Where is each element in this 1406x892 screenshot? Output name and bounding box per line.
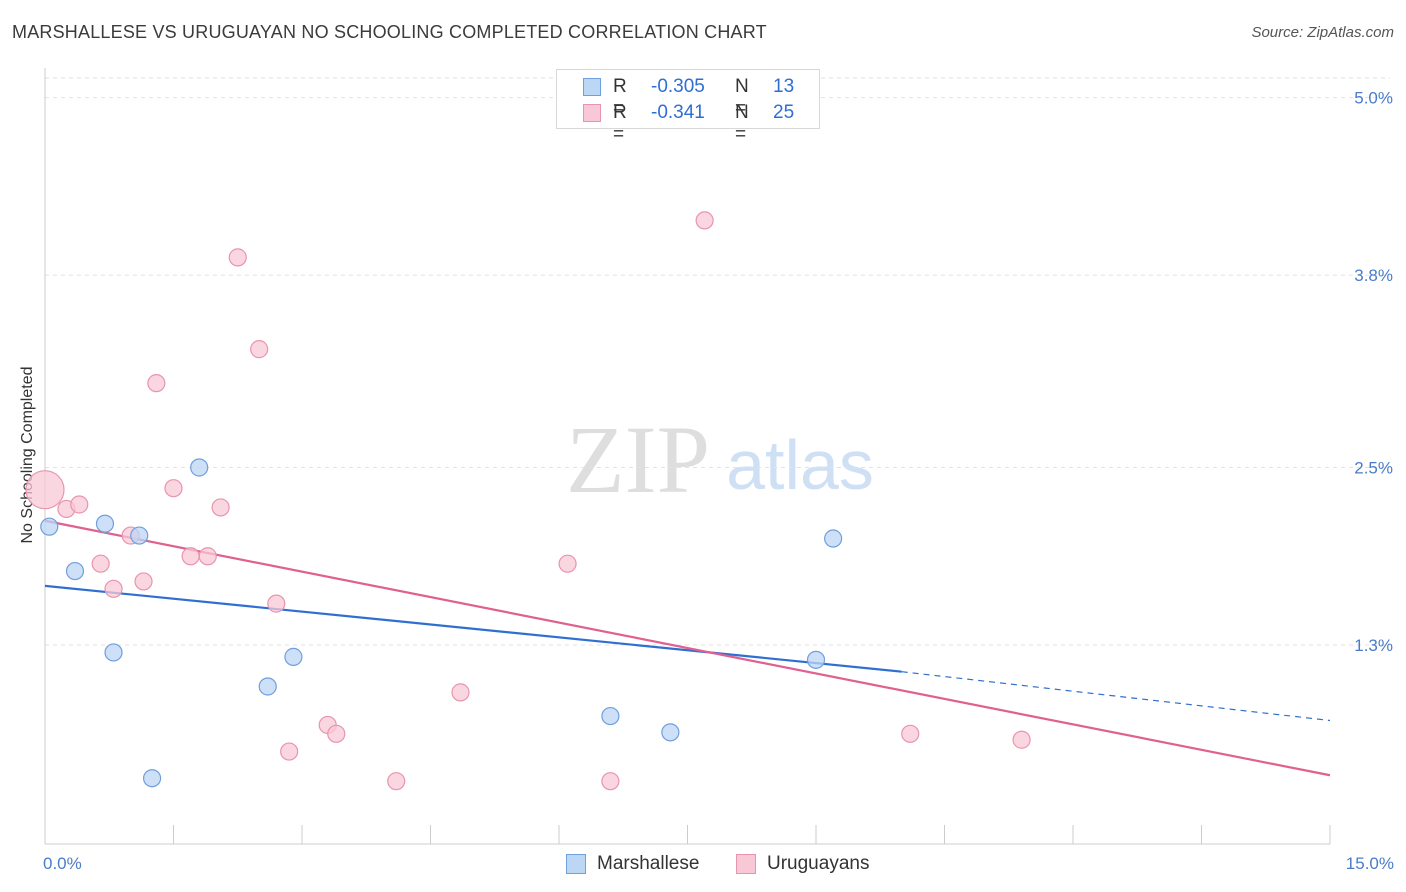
legend-n-label: N = — [735, 102, 749, 145]
source-label: Source: ZipAtlas.com — [1251, 24, 1394, 41]
axes — [44, 68, 1331, 845]
data-point-uruguayans — [280, 742, 299, 761]
data-point-uruguayans — [1012, 730, 1031, 749]
data-points — [25, 211, 1031, 791]
data-point-uruguayans — [198, 547, 217, 566]
data-point-marshallese — [40, 517, 59, 536]
data-point-uruguayans — [147, 374, 166, 393]
correlation-legend: R = -0.305 N = 13 R = -0.341 N = 25 — [556, 69, 820, 145]
data-point-uruguayans — [164, 479, 183, 498]
trend-lines — [44, 519, 1331, 777]
legend-r-value: -0.341 — [651, 102, 705, 123]
data-point-uruguayans — [104, 579, 123, 598]
y-tick-label: 5.0% — [1354, 89, 1393, 108]
legend-swatch-pink — [736, 854, 756, 874]
data-point-uruguayans — [451, 683, 470, 702]
legend-n-value: 13 — [773, 76, 795, 97]
data-point-marshallese — [661, 723, 680, 742]
y-tick-label: 3.8% — [1354, 266, 1393, 285]
data-point-marshallese — [258, 677, 277, 696]
x-tick-label: 0.0% — [43, 854, 82, 873]
data-point-marshallese — [284, 647, 303, 666]
data-point-uruguayans — [558, 554, 577, 573]
data-point-uruguayans — [901, 724, 920, 743]
legend-n-value: 25 — [773, 102, 795, 123]
data-point-marshallese — [95, 514, 115, 533]
data-point-uruguayans — [25, 470, 65, 510]
data-point-uruguayans — [267, 594, 286, 613]
data-point-marshallese — [130, 526, 149, 545]
trend-line-marshallese — [44, 584, 902, 673]
data-point-uruguayans — [387, 772, 406, 791]
legend-r-value: -0.305 — [651, 76, 705, 97]
watermark-atlas: atlas — [726, 426, 874, 504]
data-point-uruguayans — [211, 498, 230, 517]
legend-label: Marshallese — [597, 853, 700, 874]
data-point-uruguayans — [250, 340, 269, 359]
legend-n-label: N = — [735, 76, 749, 119]
data-point-uruguayans — [70, 495, 89, 514]
y-tick-label: 2.5% — [1354, 458, 1393, 477]
data-point-marshallese — [65, 561, 85, 581]
data-point-uruguayans — [601, 772, 620, 791]
legend-swatch-pink — [583, 104, 601, 122]
data-point-marshallese — [806, 650, 826, 669]
data-point-marshallese — [142, 769, 162, 788]
x-tick-label: 15.0% — [1346, 854, 1394, 873]
legend-swatch-blue — [566, 854, 586, 874]
legend-r-label: R = — [613, 76, 627, 119]
chart-title: MARSHALLESE VS URUGUAYAN NO SCHOOLING CO… — [12, 22, 767, 42]
data-point-uruguayans — [181, 547, 200, 566]
data-point-uruguayans — [228, 248, 247, 267]
series-legend: Marshallese Uruguayans — [0, 852, 1406, 876]
tick-labels: 1.3% 2.5% 3.8% 5.0% 0.0% 15.0% — [43, 89, 1394, 873]
trend-line-uruguayans — [44, 519, 1331, 777]
data-point-uruguayans — [327, 724, 346, 743]
legend-label: Uruguayans — [767, 853, 870, 874]
data-point-marshallese — [601, 706, 620, 726]
legend-r-label: R = — [613, 102, 627, 145]
data-point-marshallese — [104, 643, 123, 662]
data-point-uruguayans — [91, 554, 110, 573]
data-point-marshallese — [824, 529, 843, 548]
trend-line-extension — [901, 671, 1331, 722]
data-point-uruguayans — [695, 211, 714, 230]
watermark-zip: ZIP — [566, 406, 710, 513]
data-point-marshallese — [190, 458, 209, 477]
y-tick-label: 1.3% — [1354, 636, 1393, 655]
data-point-uruguayans — [134, 572, 153, 591]
legend-swatch-blue — [583, 78, 601, 96]
